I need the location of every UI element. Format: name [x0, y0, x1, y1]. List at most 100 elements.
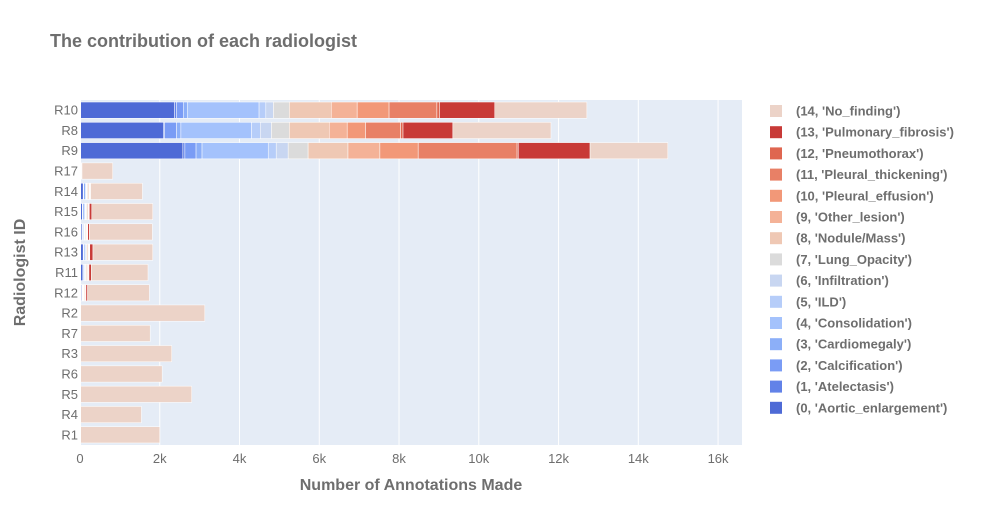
bar-segment: [518, 142, 591, 160]
bar-segment: [79, 101, 175, 119]
legend-label: (9, 'Other_lesion'): [796, 210, 905, 225]
bar-segment: [89, 243, 94, 261]
bar-segment: [251, 122, 261, 139]
bar-segment: [89, 203, 93, 220]
bar-segment: [402, 122, 454, 139]
x-tick-label: 12k: [548, 451, 569, 466]
bar-segment: [79, 142, 184, 160]
x-tick-label: 8k: [392, 451, 406, 466]
legend-label: (6, 'Infiltration'): [796, 273, 889, 288]
legend-label: (0, 'Aortic_enlargement'): [796, 400, 947, 415]
y-tick-label: R1: [61, 427, 78, 442]
bar-segment: [275, 142, 289, 160]
bar-segment: [176, 122, 182, 139]
y-tick-label: R10: [54, 103, 78, 118]
legend-label: (1, 'Atelectasis'): [796, 379, 894, 394]
bar-segment: [439, 101, 495, 119]
legend-label: (4, 'Consolidation'): [796, 316, 912, 331]
bar-segment: [79, 325, 151, 342]
legend-label: (11, 'Pleural_thickening'): [796, 167, 947, 182]
y-tick-label: R5: [61, 387, 78, 402]
legend-label: (2, 'Calcification'): [796, 358, 903, 373]
bar-segment: [258, 101, 267, 119]
legend-swatch: [770, 189, 782, 202]
bar-segment: [81, 162, 113, 180]
legend-swatch: [770, 317, 782, 329]
bar-segment: [89, 223, 153, 241]
legend-swatch: [770, 274, 782, 287]
bar-segment: [388, 101, 438, 119]
y-tick-label: R13: [54, 245, 78, 260]
legend-label: (5, 'ILD'): [796, 294, 846, 309]
x-tick-label: 6k: [312, 451, 326, 466]
bar-segment: [379, 142, 419, 160]
bar-segment: [182, 142, 186, 160]
bar-segment: [164, 122, 177, 139]
legend-label: (14, 'No_finding'): [796, 104, 900, 119]
y-tick-label: R6: [61, 366, 78, 381]
legend-swatch: [770, 359, 782, 372]
bar-segment: [328, 122, 348, 139]
legend-label: (7, 'Lung_Opacity'): [796, 252, 912, 267]
x-tick-label: 16k: [708, 451, 729, 466]
legend-swatch: [770, 401, 782, 414]
bar-segment: [271, 122, 290, 139]
bar-segment: [201, 142, 269, 160]
y-tick-label: R14: [54, 184, 78, 199]
bar-segment: [195, 142, 203, 160]
bar-segment: [287, 142, 309, 160]
legend-swatch: [770, 253, 782, 266]
bar-segment: [289, 122, 330, 139]
bar-segment: [87, 284, 150, 302]
bar-segment: [91, 264, 149, 281]
legend-swatch: [770, 126, 782, 139]
bar-segment: [79, 406, 142, 423]
bar-segment: [273, 101, 290, 119]
legend-swatch: [770, 295, 782, 308]
bar-segment: [346, 122, 366, 139]
x-tick-label: 4k: [233, 451, 247, 466]
legend-label: (8, 'Nodule/Mass'): [796, 231, 905, 246]
legend-swatch: [770, 147, 782, 160]
y-tick-label: R4: [61, 407, 78, 422]
bar-segment: [356, 101, 390, 119]
legend-swatch: [770, 211, 782, 223]
bar-segment: [452, 122, 552, 139]
y-tick-label: R8: [61, 123, 78, 138]
y-tick-label: R3: [61, 346, 78, 361]
bar-segment: [330, 101, 358, 119]
bar-segment: [184, 142, 197, 160]
bar-segment: [79, 385, 192, 403]
y-axis-title: Radiologist ID: [12, 219, 29, 327]
bar-segment: [79, 122, 164, 139]
y-tick-label: R16: [54, 224, 78, 239]
bar-segment: [79, 345, 172, 363]
x-tick-label: 2k: [153, 451, 167, 466]
legend-swatch: [770, 338, 782, 351]
legend-label: (10, 'Pleural_effusion'): [796, 188, 934, 203]
bar-segment: [187, 101, 260, 119]
bar-segment: [88, 264, 92, 281]
y-tick-label: R9: [61, 143, 78, 158]
bar-segment: [307, 142, 349, 160]
y-tick-label: R12: [54, 285, 78, 300]
bar-segment: [79, 304, 206, 322]
legend-swatch: [770, 232, 782, 245]
bar-segment: [494, 101, 588, 119]
chart-title: The contribution of each radiologist: [50, 31, 358, 51]
bar-segment: [400, 122, 404, 139]
bar-segment: [417, 142, 518, 160]
legend-label: (12, 'Pneumothorax'): [796, 146, 924, 161]
legend-swatch: [770, 168, 782, 181]
bar-segment: [347, 142, 381, 160]
bar-segment: [176, 101, 184, 119]
y-tick-label: R15: [54, 204, 78, 219]
y-tick-label: R17: [54, 164, 78, 179]
bar-segment: [436, 101, 440, 119]
legend-swatch: [770, 105, 782, 117]
bar-segment: [267, 142, 277, 160]
bar-segment: [90, 182, 143, 200]
x-tick-label: 10k: [468, 451, 489, 466]
